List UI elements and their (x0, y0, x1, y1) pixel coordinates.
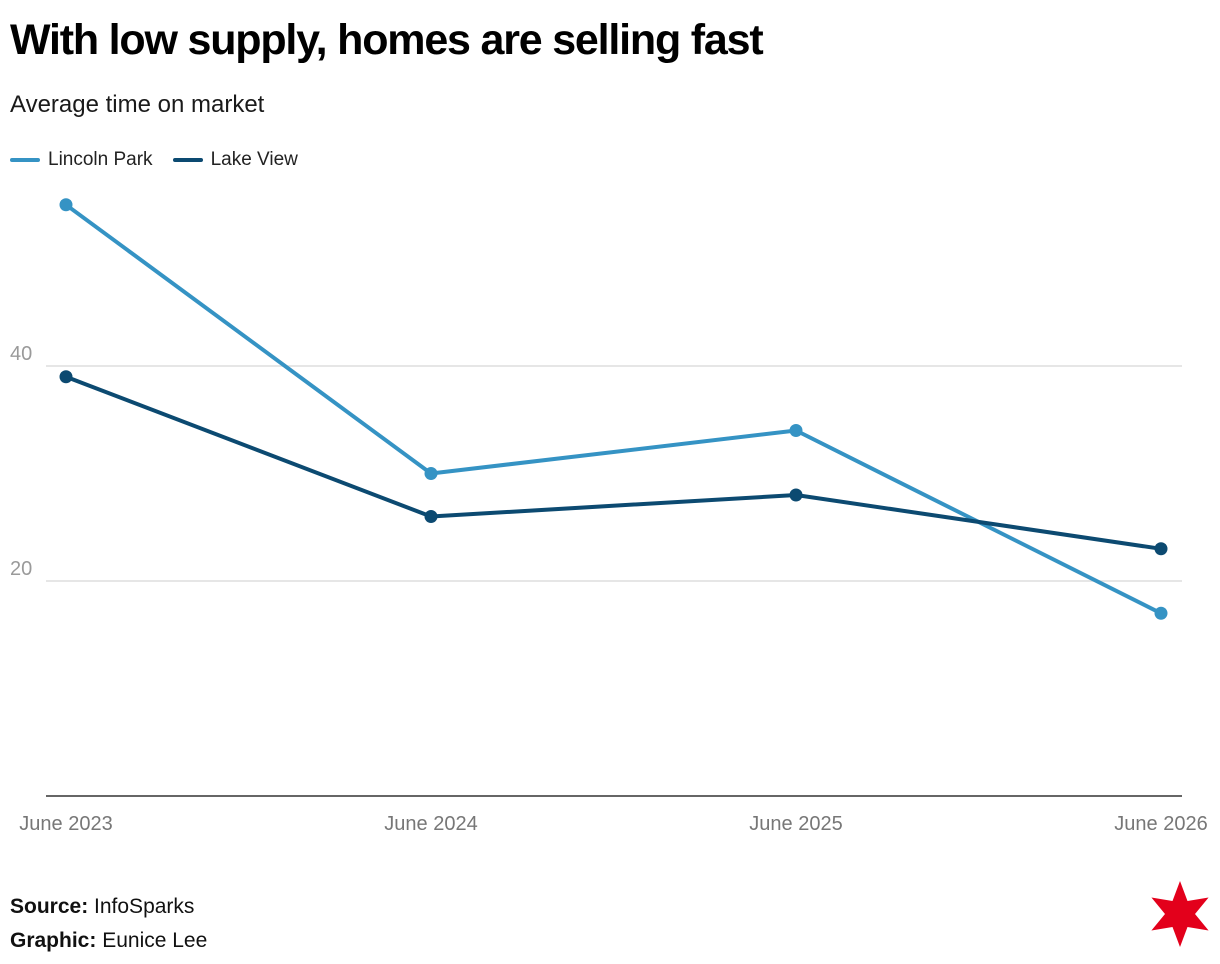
x-tick-label-june-2025: June 2025 (749, 813, 842, 835)
source-value: InfoSparks (94, 895, 195, 918)
legend-label-lincoln-park: Lincoln Park (48, 149, 153, 170)
legend-swatch-lake-view (172, 158, 203, 162)
data-point-lincoln-park-june-2024 (424, 467, 438, 480)
source-label: Source: (10, 895, 89, 918)
data-point-lake-view-june-2025 (789, 488, 803, 502)
legend-swatch-lincoln-park (10, 158, 40, 162)
chart-subtitle: Average time on market (10, 91, 265, 118)
line-chart: 20 40 June 2023 June 2024 June 2025 June 2026 (10, 198, 1208, 835)
legend: Lincoln Park Lake View (10, 148, 318, 172)
legend-label-lake-view: Lake View (210, 149, 298, 170)
series-line-lake-view (64, 374, 1163, 551)
graphic-value: Eunice Lee (102, 929, 208, 952)
data-point-lake-view-june-2024 (424, 510, 438, 523)
graphic-label: Graphic: (10, 929, 97, 952)
x-tick-label-june-2023: June 2023 (19, 813, 112, 835)
data-point-lincoln-park-june-2023 (59, 198, 73, 212)
data-point-lincoln-park-june-2026 (1154, 606, 1168, 620)
data-point-lake-view-june-2023 (59, 370, 73, 384)
graphic-credit-line: Graphic: Eunice Lee (10, 928, 207, 954)
source-line: Source: InfoSparks (10, 894, 194, 920)
x-tick-label-june-2026: June 2026 (1114, 813, 1207, 835)
chart-title: With low supply, homes are selling fast (10, 16, 764, 64)
data-point-lincoln-park-june-2025 (789, 424, 803, 437)
y-tick-label-20: 20 (10, 558, 32, 580)
legend-item-lincoln-park: Lincoln Park (10, 149, 153, 171)
legend-item-lake-view: Lake View (172, 149, 298, 171)
six-pointed-red-star-icon (1151, 881, 1209, 947)
data-point-lake-view-june-2026 (1154, 542, 1168, 556)
series-line-lincoln-park (64, 202, 1163, 616)
y-tick-label-40: 40 (10, 343, 32, 365)
x-tick-label-june-2024: June 2024 (384, 813, 477, 835)
